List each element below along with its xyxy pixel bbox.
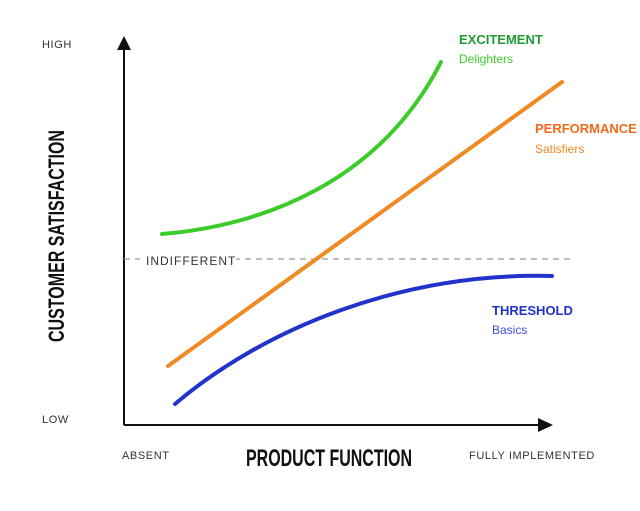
performance-subtitle: Satisfiers	[535, 142, 584, 156]
x-end-label: FULLY IMPLEMENTED	[469, 450, 595, 462]
y-high-label: HIGH	[42, 39, 72, 51]
performance-title: PERFORMANCE	[535, 121, 637, 136]
y-axis-arrow-icon	[117, 36, 131, 50]
x-axis-arrow-icon	[538, 418, 553, 432]
x-axis-title: PRODUCT FUNCTION	[246, 445, 412, 472]
threshold-curve	[175, 276, 552, 404]
excitement-curve	[162, 62, 441, 234]
threshold-title: THRESHOLD	[492, 303, 573, 318]
threshold-subtitle: Basics	[492, 323, 527, 337]
y-low-label: LOW	[42, 414, 69, 426]
y-axis-title: CUSTOMER SATISFACTION	[44, 130, 69, 342]
excitement-subtitle: Delighters	[459, 52, 513, 66]
excitement-title: EXCITEMENT	[459, 32, 543, 47]
x-start-label: ABSENT	[122, 450, 170, 462]
indifferent-label: INDIFFERENT	[146, 254, 236, 268]
